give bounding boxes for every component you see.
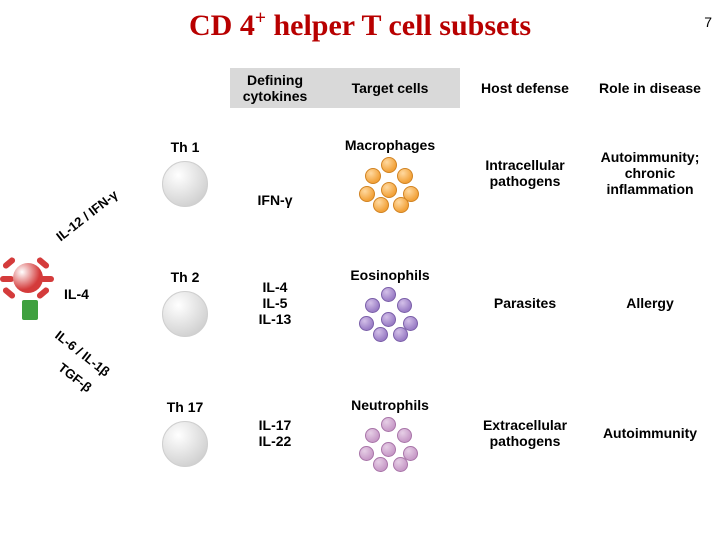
th-cell-2: Th 2 [140, 238, 230, 368]
mhc-icon [22, 300, 38, 320]
tcell-icon [162, 291, 208, 337]
header-host-defense: Host defense [460, 68, 590, 108]
page-number: 7 [704, 14, 712, 30]
target-cells-1: Macrophages [320, 108, 460, 238]
defining-cytokines-1: IFN-γ [230, 108, 320, 238]
th-name: Th 2 [171, 269, 200, 285]
th-cell-3: Th 17 [140, 368, 230, 498]
page-title: CD 4+ helper T cell subsets [0, 8, 720, 43]
role-in-disease-3: Autoimmunity [590, 368, 710, 498]
label-il12-ifng: IL-12 / IFN-γ [53, 187, 120, 244]
macro-cluster-icon [359, 157, 421, 209]
defining-cytokines-3: IL-17 IL-22 [230, 368, 320, 498]
th-cell-1: Th 1 [140, 108, 230, 238]
neut-cluster-icon [359, 417, 421, 469]
header-target-cells: Target cells [320, 68, 460, 108]
defining-cytokines-2: IL-4 IL-5 IL-13 [230, 238, 320, 368]
target-label: Neutrophils [351, 397, 429, 413]
subset-table: Defining cytokinesTarget cellsHost defen… [140, 68, 710, 498]
role-in-disease-2: Allergy [590, 238, 710, 368]
host-defense-3: Extracellular pathogens [460, 368, 590, 498]
role-in-disease-1: Autoimmunity; chronic inflammation [590, 108, 710, 238]
host-defense-1: Intracellular pathogens [460, 108, 590, 238]
tcell-icon [162, 161, 208, 207]
header-defining-cytokines: Defining cytokines [230, 68, 320, 108]
eos-cluster-icon [359, 287, 421, 339]
header-role-in-disease: Role in disease [590, 68, 710, 108]
tcell-icon [162, 421, 208, 467]
host-defense-2: Parasites [460, 238, 590, 368]
target-cells-2: Eosinophils [320, 238, 460, 368]
target-label: Eosinophils [350, 267, 429, 283]
dendritic-cell-icon [6, 256, 50, 300]
th-name: Th 1 [171, 139, 200, 155]
target-label: Macrophages [345, 137, 435, 153]
target-cells-3: Neutrophils [320, 368, 460, 498]
label-il4: IL-4 [64, 286, 89, 302]
th-name: Th 17 [167, 399, 204, 415]
